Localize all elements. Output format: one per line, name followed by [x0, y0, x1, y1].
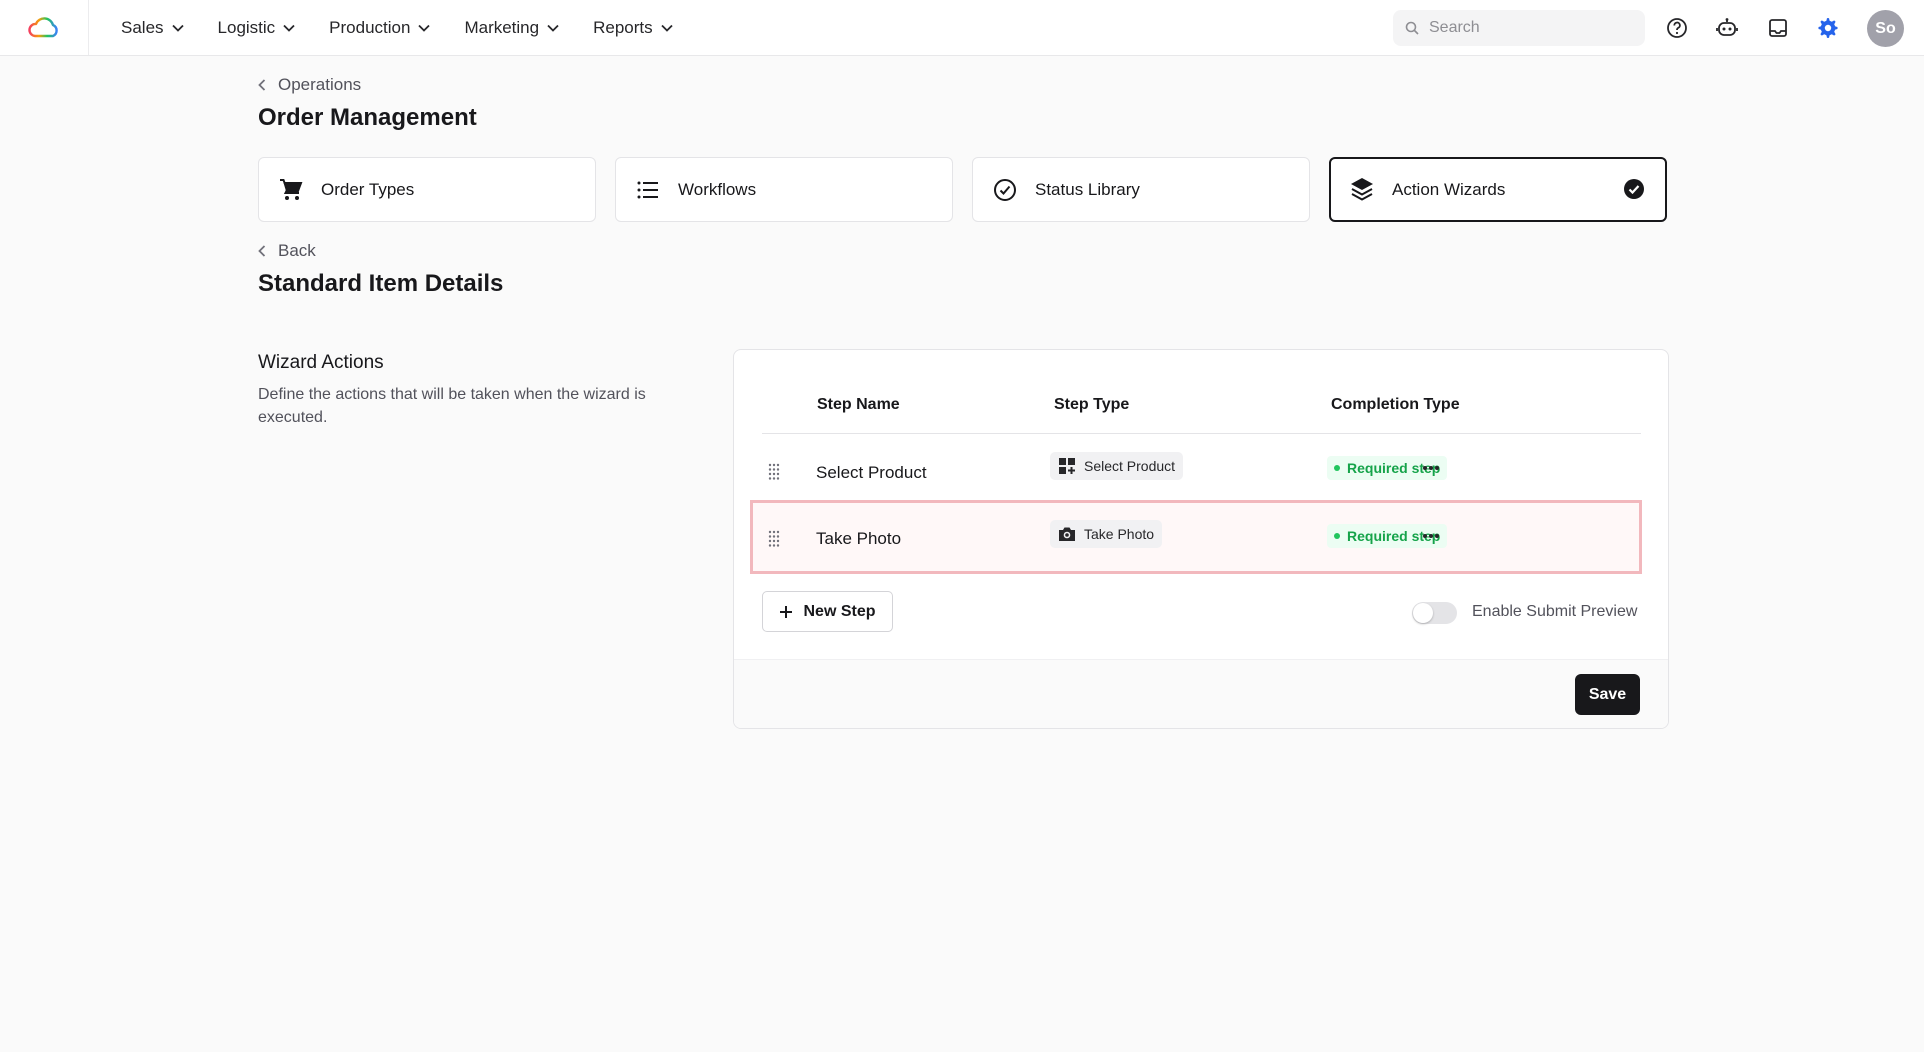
- list-icon: [637, 181, 658, 198]
- search-icon: [1405, 21, 1419, 35]
- cloud-logo-icon: [28, 16, 58, 37]
- save-button[interactable]: Save: [1575, 674, 1640, 715]
- assistant-button[interactable]: [1713, 14, 1741, 42]
- gear-icon: [1818, 18, 1838, 38]
- grid-plus-icon: [1059, 458, 1075, 474]
- nav-label: Marketing: [464, 17, 540, 37]
- settings-button[interactable]: [1814, 14, 1842, 42]
- tab-status-library[interactable]: Status Library: [972, 157, 1310, 222]
- app-logo[interactable]: [0, 0, 89, 55]
- search-input[interactable]: [1429, 19, 1629, 37]
- breadcrumb[interactable]: Operations: [258, 75, 361, 95]
- new-step-label: New Step: [803, 602, 876, 620]
- completion-badge: Required step: [1327, 524, 1448, 548]
- completion-badge: Required step: [1327, 456, 1448, 480]
- nav-production[interactable]: Production: [329, 17, 431, 38]
- plus-icon: [780, 605, 793, 618]
- back-label: Back: [278, 241, 316, 260]
- tab-action-wizards[interactable]: Action Wizards: [1329, 157, 1667, 222]
- step-name: Take Photo: [816, 529, 902, 548]
- card-footer: [734, 659, 1668, 728]
- check-circle-icon: [994, 178, 1016, 201]
- user-avatar[interactable]: So: [1867, 10, 1904, 47]
- nav-reports[interactable]: Reports: [593, 18, 673, 38]
- inbox-button[interactable]: [1764, 14, 1792, 42]
- top-navigation-bar: Sales Logistic Production Marketing Repo…: [0, 0, 1924, 56]
- step-type-label: Take Photo: [1084, 526, 1155, 542]
- more-options-icon[interactable]: [1422, 533, 1440, 539]
- breadcrumb-operations: Operations: [278, 75, 362, 94]
- column-header-completion-type: Completion Type: [1331, 396, 1460, 413]
- tab-label: Order Types: [321, 179, 415, 199]
- nav-marketing[interactable]: Marketing: [464, 18, 559, 38]
- tab-label: Workflows: [678, 179, 757, 199]
- more-options-icon[interactable]: [1422, 465, 1440, 471]
- chevron-down-icon: [418, 24, 431, 32]
- help-button[interactable]: [1663, 14, 1691, 42]
- toggle-knob: [1413, 603, 1433, 623]
- drag-handle-icon[interactable]: [768, 463, 780, 481]
- drag-handle-icon[interactable]: [768, 530, 780, 548]
- completion-label: Required step: [1347, 528, 1441, 544]
- main-menu: Sales Logistic Production Marketing Repo…: [121, 0, 707, 55]
- cart-icon: [280, 178, 303, 200]
- header-divider: [762, 433, 1641, 434]
- nav-label: Logistic: [217, 17, 276, 37]
- submit-preview-toggle[interactable]: [1412, 602, 1457, 624]
- column-header-step-name: Step Name: [817, 396, 900, 413]
- search-box[interactable]: [1393, 10, 1645, 46]
- nav-label: Sales: [121, 17, 164, 37]
- table-row[interactable]: Select Product Select Product Required s…: [750, 436, 1642, 510]
- selected-check-icon: [1624, 179, 1644, 199]
- status-dot: [1334, 533, 1340, 539]
- new-step-button[interactable]: New Step: [762, 591, 893, 632]
- submit-preview-label: Enable Submit Preview: [1472, 603, 1638, 620]
- chevron-down-icon: [171, 24, 184, 32]
- nav-label: Reports: [593, 17, 653, 37]
- nav-logistic[interactable]: Logistic: [218, 18, 296, 38]
- status-dot: [1334, 465, 1340, 471]
- chevron-left-icon: [258, 79, 266, 91]
- step-name: Select Product: [816, 463, 927, 482]
- nav-label: Production: [329, 17, 411, 37]
- completion-label: Required step: [1347, 460, 1441, 476]
- robot-icon: [1716, 18, 1738, 36]
- chevron-down-icon: [660, 24, 673, 32]
- column-header-step-type: Step Type: [1054, 396, 1130, 413]
- chevron-down-icon: [547, 24, 559, 32]
- chevron-left-icon: [258, 245, 266, 257]
- layers-icon: [1351, 177, 1373, 201]
- chevron-down-icon: [283, 24, 295, 32]
- tab-order-types[interactable]: Order Types: [258, 157, 596, 222]
- tab-workflows[interactable]: Workflows: [615, 157, 953, 222]
- back-link[interactable]: Back: [258, 241, 316, 261]
- step-type-label: Select Product: [1084, 458, 1176, 474]
- wizard-steps-card: Step Name Step Type Completion Type Sele…: [733, 349, 1669, 729]
- section-heading: Standard Item Details: [258, 270, 504, 297]
- tab-label: Action Wizards: [1392, 179, 1506, 199]
- inbox-icon: [1769, 19, 1787, 37]
- step-type-badge: Select Product: [1050, 452, 1184, 480]
- camera-icon: [1059, 527, 1075, 541]
- wizard-actions-description: Define the actions that will be taken wh…: [258, 386, 646, 426]
- wizard-actions-title: Wizard Actions: [258, 352, 384, 373]
- help-icon: [1667, 18, 1687, 38]
- table-row-selected[interactable]: Take Photo Take Photo Required step: [750, 500, 1642, 574]
- step-type-badge: Take Photo: [1050, 520, 1163, 548]
- tab-label: Status Library: [1035, 179, 1140, 199]
- page-title: Order Management: [258, 104, 477, 131]
- nav-sales[interactable]: Sales: [121, 18, 184, 38]
